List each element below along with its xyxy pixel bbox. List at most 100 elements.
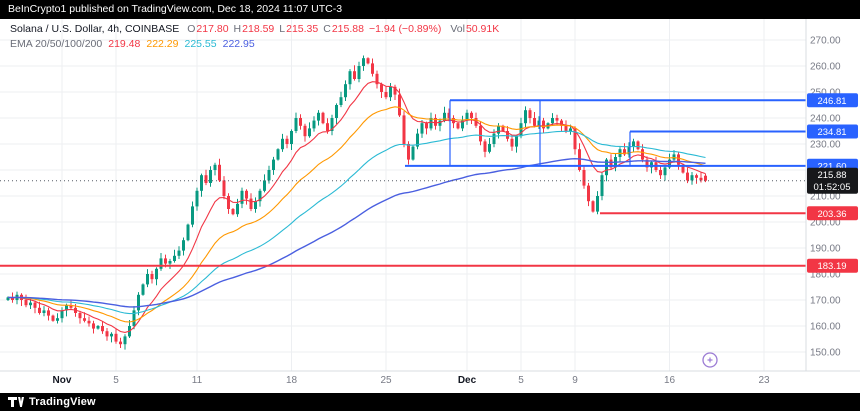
candle-body [285, 138, 289, 144]
candle-body [438, 120, 442, 126]
footer-bar: TradingView [0, 393, 860, 411]
price-axis-label: 260.00 [810, 62, 841, 73]
tradingview-wordmark[interactable]: TradingView [29, 396, 96, 408]
candle-body [474, 118, 478, 126]
close-label: C [323, 23, 331, 35]
candle-body [344, 84, 347, 98]
low-label: L [279, 23, 286, 35]
candle-body [605, 159, 608, 176]
candle-body [47, 310, 50, 316]
time-axis-label: Dec [458, 375, 477, 386]
publish-info-bar: BeInCrypto1 published on TradingView.com… [0, 0, 860, 19]
close-value: 215.88 [331, 23, 364, 35]
candle-body [65, 305, 68, 311]
time-axis-label: 18 [286, 375, 298, 386]
candle-body [60, 310, 64, 319]
candle-body [456, 123, 460, 129]
low-pair: L215.35 [279, 23, 318, 35]
candle-body [339, 97, 343, 105]
open-pair: O217.80 [187, 23, 228, 35]
bar-countdown: 01:52:05 [814, 182, 851, 193]
candle-body [312, 120, 316, 129]
candle-body [416, 133, 419, 147]
candle-body [96, 326, 100, 329]
candle-body [663, 167, 667, 176]
candle-body [681, 164, 685, 173]
volume-label: Vol [450, 23, 465, 35]
candle-body [263, 180, 266, 191]
tradingview-logo-icon[interactable] [8, 395, 24, 409]
high-pair: H218.59 [234, 23, 275, 35]
candle-body [330, 118, 334, 131]
svg-text:234.81: 234.81 [817, 127, 846, 138]
ema-indicator-label[interactable]: EMA 20/50/100/200 [10, 38, 103, 50]
candle-body [528, 110, 532, 118]
candle-body [591, 201, 595, 212]
candle-body [101, 326, 104, 332]
candle-body [398, 94, 401, 116]
candle-body [281, 138, 284, 150]
time-axis-label: 9 [572, 375, 578, 386]
candle-body [645, 159, 649, 168]
candle-body [371, 63, 374, 74]
candle-body [402, 115, 406, 144]
candle-body [276, 149, 280, 160]
candle-body [110, 333, 113, 337]
open-value: 217.80 [196, 23, 229, 35]
candle-body [420, 123, 424, 134]
candle-body [659, 170, 662, 176]
symbol-ohlc-row: Solana / U.S. Dollar, 4h, COINBASE O217.… [10, 23, 504, 35]
ema-indicator-row: EMA 20/50/100/200 219.48 222.29 225.55 2… [10, 38, 504, 50]
time-axis-label: 11 [192, 375, 203, 386]
symbol-title[interactable]: Solana / U.S. Dollar, 4h, COINBASE [10, 23, 180, 35]
high-value: 218.59 [242, 23, 275, 35]
ema-100-line [7, 130, 706, 315]
candle-body [267, 170, 271, 181]
svg-text:221.60: 221.60 [817, 161, 846, 172]
candle-body [258, 190, 262, 202]
candle-body [461, 120, 464, 129]
candle-body [623, 149, 626, 155]
candle-body [231, 209, 235, 215]
candle-body [141, 284, 145, 295]
candle-body [501, 125, 505, 131]
candle-body [582, 170, 586, 186]
candle-body [609, 159, 613, 168]
price-axis-label: 240.00 [810, 114, 841, 125]
candle-body [119, 341, 122, 345]
svg-text:203.36: 203.36 [817, 209, 846, 220]
candle-body [245, 190, 248, 199]
price-chart[interactable]: 270.00260.00250.00240.00230.00220.00210.… [0, 19, 860, 393]
candle-body [695, 175, 698, 178]
change-value: −1.94 (−0.89%) [368, 23, 442, 35]
candle-body [366, 58, 370, 64]
candle-body [155, 268, 158, 280]
price-level-badge: 203.36 [807, 206, 858, 221]
volume-value: 50.91K [465, 23, 500, 35]
candle-body [560, 120, 563, 126]
candle-body [380, 84, 383, 92]
price-axis-label: 180.00 [810, 270, 841, 281]
price-axis-label: 210.00 [810, 192, 841, 203]
ema100-value: 225.55 [184, 38, 217, 50]
candle-body [105, 331, 109, 337]
ema-200-line [7, 157, 706, 308]
candle-body [272, 159, 275, 170]
time-axis-label: 25 [380, 375, 392, 386]
drawing-anchor-marker[interactable] [702, 352, 718, 368]
candle-body [200, 175, 203, 191]
candle-body [51, 315, 55, 321]
candle-body [443, 112, 446, 121]
candle-body [11, 297, 14, 300]
time-axis-label: Nov [53, 375, 72, 386]
price-axis[interactable] [806, 19, 860, 393]
candle-body [114, 333, 118, 342]
candle-body [537, 120, 541, 126]
price-level-badge: 246.81 [807, 93, 858, 108]
candle-body [24, 300, 28, 306]
candle-body [641, 149, 644, 160]
price-axis-label: 170.00 [810, 296, 841, 307]
svg-text:183.19: 183.19 [817, 261, 846, 272]
time-axis-label: 23 [758, 375, 770, 386]
